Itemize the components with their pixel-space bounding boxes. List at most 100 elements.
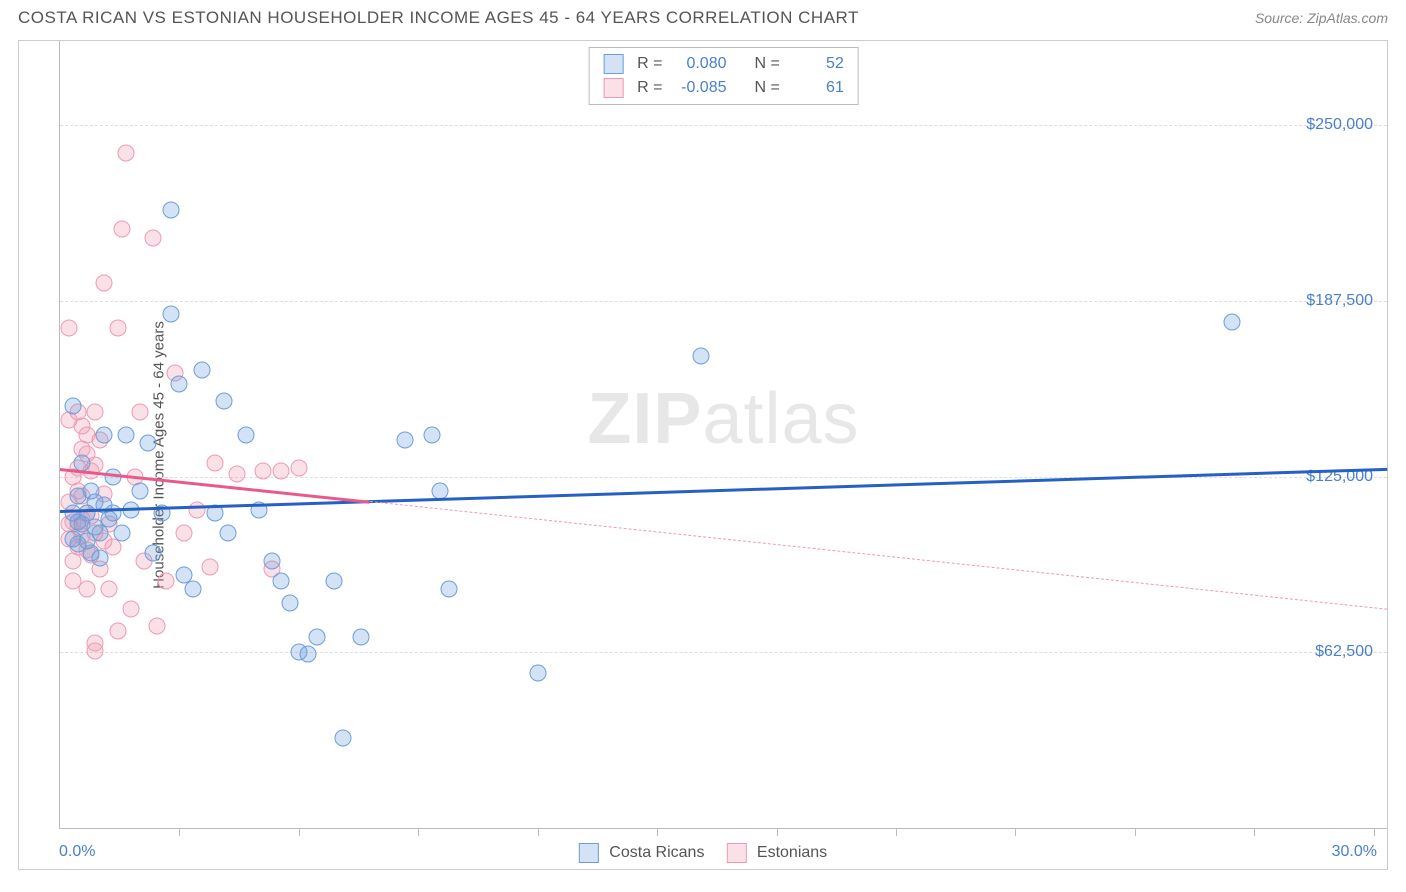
r-value: -0.085 [671,76,727,100]
data-point [109,319,126,336]
watermark-atlas: atlas [702,379,859,459]
x-axis-max-label: 30.0% [1332,843,1377,861]
data-point [352,628,369,645]
data-point [397,432,414,449]
n-value: 52 [788,52,844,76]
swatch-icon [579,843,599,863]
data-point [326,572,343,589]
data-point [122,600,139,617]
data-point [273,572,290,589]
gridline [60,301,1387,302]
n-label: N = [755,76,780,100]
data-point [96,274,113,291]
series-legend: Costa Ricans Estonians [579,843,827,863]
data-point [162,201,179,218]
data-point [282,595,299,612]
data-point [131,404,148,421]
data-point [264,552,281,569]
data-point [171,375,188,392]
data-point [113,524,130,541]
data-point [113,221,130,238]
x-tick [538,828,539,836]
legend-label: Estonians [757,844,827,861]
data-point [215,392,232,409]
trend-line [370,501,1387,610]
legend-item-estonians: Estonians [726,843,827,863]
x-tick [179,828,180,836]
watermark: ZIPatlas [587,378,859,460]
data-point [78,581,95,598]
x-tick [657,828,658,836]
n-label: N = [755,52,780,76]
data-point [184,581,201,598]
x-tick [1015,828,1016,836]
x-tick [299,828,300,836]
watermark-zip: ZIP [587,379,702,459]
data-point [131,482,148,499]
data-point [255,463,272,480]
swatch-icon [603,78,623,98]
chart-container: Householder Income Ages 45 - 64 years ZI… [18,40,1388,870]
data-point [206,454,223,471]
data-point [220,524,237,541]
legend-item-costa-ricans: Costa Ricans [579,843,705,863]
data-point [87,642,104,659]
data-point [308,628,325,645]
data-point [529,665,546,682]
data-point [109,623,126,640]
x-tick [1135,828,1136,836]
plot-area: ZIPatlas R = 0.080 N = 52 R = -0.085 N =… [59,41,1387,829]
data-point [118,145,135,162]
data-point [144,544,161,561]
x-tick [1254,828,1255,836]
legend-row-costa-ricans: R = 0.080 N = 52 [603,52,844,76]
data-point [87,404,104,421]
data-point [158,572,175,589]
data-point [149,617,166,634]
data-point [65,398,82,415]
data-point [299,645,316,662]
correlation-legend: R = 0.080 N = 52 R = -0.085 N = 61 [588,47,859,105]
data-point [290,460,307,477]
chart-title: COSTA RICAN VS ESTONIAN HOUSEHOLDER INCO… [18,8,859,28]
data-point [193,361,210,378]
gridline [60,125,1387,126]
n-value: 61 [788,76,844,100]
data-point [273,463,290,480]
r-label: R = [637,52,662,76]
x-tick [896,828,897,836]
gridline [60,652,1387,653]
data-point [237,426,254,443]
data-point [175,524,192,541]
x-tick [418,828,419,836]
r-label: R = [637,76,662,100]
data-point [335,730,352,747]
y-tick-label: $250,000 [1306,116,1373,134]
data-point [432,482,449,499]
data-point [118,426,135,443]
x-tick [777,828,778,836]
data-point [74,454,91,471]
data-point [91,550,108,567]
data-point [100,581,117,598]
y-tick-label: $187,500 [1306,292,1373,310]
x-axis-min-label: 0.0% [59,843,95,861]
data-point [60,319,77,336]
data-point [202,558,219,575]
data-point [693,347,710,364]
data-point [144,229,161,246]
r-value: 0.080 [671,52,727,76]
data-point [162,305,179,322]
data-point [441,581,458,598]
y-tick-label: $62,500 [1315,643,1373,661]
source-label: Source: ZipAtlas.com [1255,10,1388,26]
data-point [140,434,157,451]
legend-label: Costa Ricans [609,844,704,861]
swatch-icon [726,843,746,863]
data-point [1224,314,1241,331]
data-point [96,426,113,443]
legend-row-estonians: R = -0.085 N = 61 [603,76,844,100]
data-point [423,426,440,443]
swatch-icon [603,54,623,74]
x-tick [1374,828,1375,836]
